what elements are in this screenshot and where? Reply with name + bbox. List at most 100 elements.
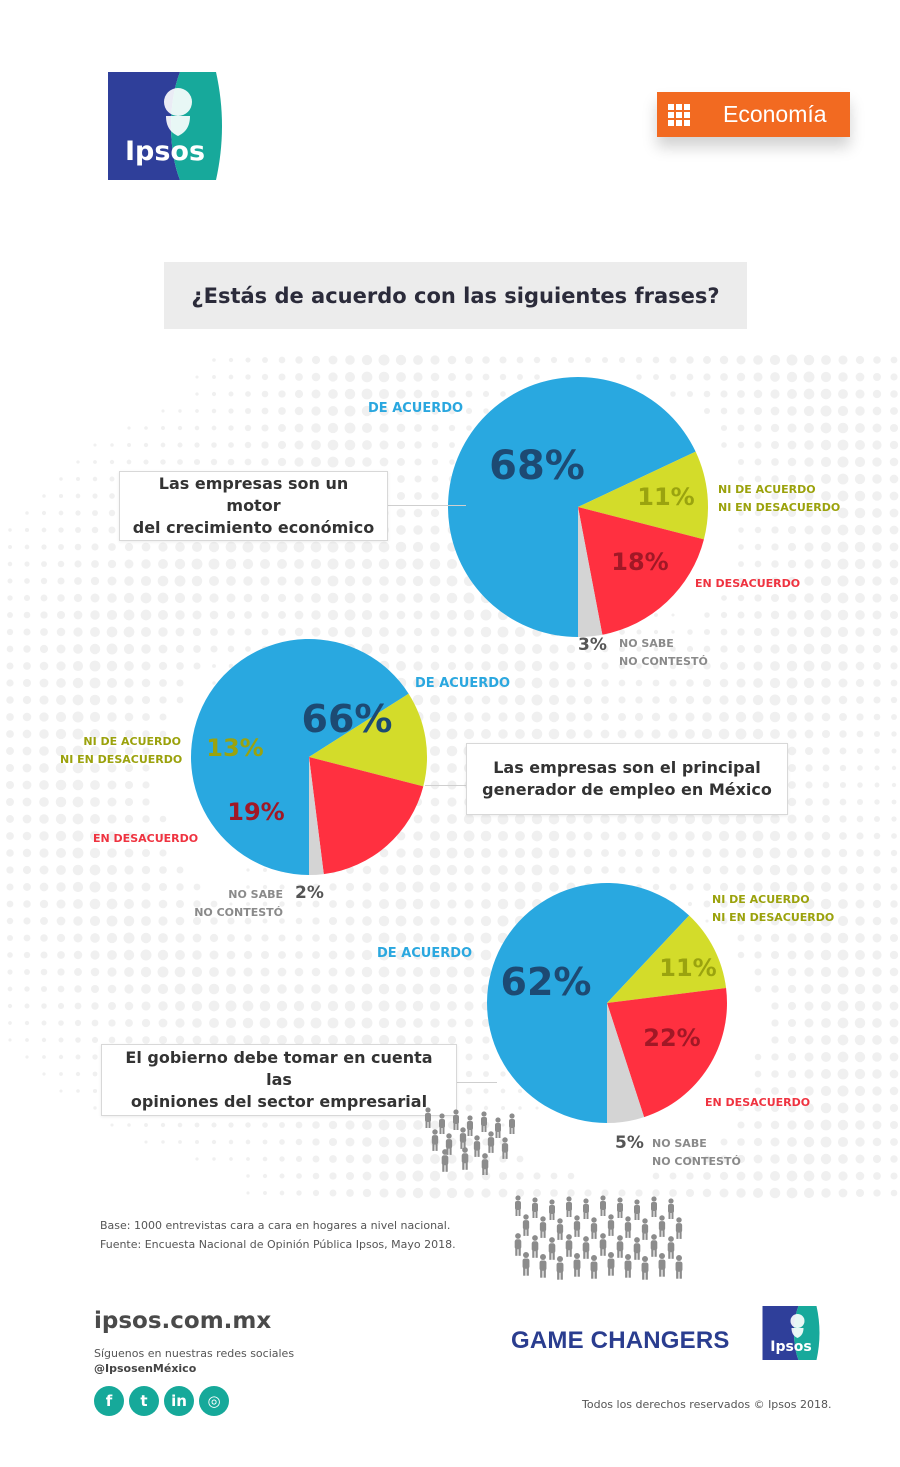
halftone-dot <box>72 677 84 689</box>
halftone-dot <box>465 1087 473 1095</box>
halftone-dot <box>482 1138 490 1146</box>
person-figure <box>668 1198 674 1219</box>
halftone-dot <box>821 712 831 722</box>
halftone-dot <box>448 390 456 398</box>
halftone-dot <box>822 764 830 772</box>
halftone-dot <box>482 373 490 381</box>
halftone-dot <box>566 814 576 824</box>
linkedin-icon[interactable]: in <box>164 1386 194 1416</box>
halftone-dot <box>140 592 152 604</box>
halftone-dot <box>175 610 185 620</box>
halftone-dot <box>550 1172 558 1180</box>
halftone-dot <box>738 510 744 516</box>
halftone-dot <box>175 1035 185 1045</box>
twitter-icon[interactable]: t <box>129 1386 159 1416</box>
halftone-dot <box>395 915 407 927</box>
halftone-dot <box>736 899 746 909</box>
halftone-dot <box>361 643 373 655</box>
halftone-dot <box>396 491 406 501</box>
halftone-dot <box>497 813 509 825</box>
halftone-dot <box>228 425 234 431</box>
halftone-dot <box>447 610 457 620</box>
halftone-dot <box>311 576 321 586</box>
halftone-dot <box>225 983 237 995</box>
halftone-dot <box>294 967 304 977</box>
halftone-dot <box>191 1000 203 1012</box>
halftone-dot <box>501 1106 505 1110</box>
halftone-dot <box>192 933 202 943</box>
halftone-dot <box>92 476 98 482</box>
halftone-dot <box>481 695 491 705</box>
halftone-dot <box>702 848 712 858</box>
halftone-dot <box>837 966 849 978</box>
svg-text:Ipsos: Ipsos <box>125 136 205 167</box>
halftone-dot <box>24 578 30 584</box>
halftone-dot <box>821 1188 831 1198</box>
halftone-dot <box>704 408 710 414</box>
halftone-dot <box>685 712 695 722</box>
slice-ni-de-acuerdo <box>607 915 727 1003</box>
halftone-dot <box>124 542 134 552</box>
halftone-dot <box>855 440 865 450</box>
halftone-dot <box>872 593 882 603</box>
halftone-dot <box>108 1002 116 1010</box>
halftone-dot <box>362 1154 372 1164</box>
halftone-dot <box>178 409 182 413</box>
halftone-dot <box>413 1018 423 1028</box>
halftone-dot <box>396 831 406 841</box>
halftone-dot <box>209 933 219 943</box>
halftone-dot <box>803 915 815 927</box>
halftone-dot <box>107 746 117 756</box>
halftone-dot <box>481 644 491 654</box>
halftone-dot <box>497 626 509 638</box>
halftone-dot <box>23 934 31 942</box>
halftone-dot <box>192 627 202 637</box>
halftone-dot <box>855 372 865 382</box>
pct-no-sabe: 3% <box>578 635 607 655</box>
halftone-dot <box>854 1000 866 1012</box>
facebook-icon[interactable]: f <box>94 1386 124 1416</box>
halftone-dot <box>771 475 779 483</box>
halftone-dot <box>311 389 321 399</box>
label-de-acuerdo: DE ACUERDO <box>368 401 464 416</box>
halftone-dot <box>517 1088 523 1094</box>
halftone-dot <box>177 442 183 448</box>
halftone-dot <box>497 915 509 927</box>
halftone-dot <box>23 900 31 908</box>
halftone-dot <box>379 1154 389 1164</box>
halftone-dot <box>278 934 286 942</box>
halftone-dot <box>787 542 797 552</box>
halftone-dot <box>480 915 492 927</box>
halftone-dot <box>279 1156 285 1162</box>
halftone-dot <box>209 1018 219 1028</box>
halftone-dot <box>7 952 13 958</box>
halftone-dot <box>396 406 406 416</box>
person-figure <box>675 1217 683 1239</box>
halftone-dot <box>837 626 849 638</box>
halftone-dot <box>769 830 781 842</box>
halftone-dot <box>6 832 14 840</box>
halftone-dot <box>141 882 151 892</box>
halftone-dot <box>872 899 882 909</box>
halftone-dot <box>430 508 440 518</box>
halftone-dot <box>361 626 373 638</box>
halftone-dot <box>311 610 321 620</box>
halftone-dot <box>244 628 252 636</box>
halftone-dot <box>854 490 866 502</box>
halftone-dot <box>703 628 711 636</box>
halftone-dot <box>548 830 560 842</box>
halftone-dot <box>482 356 490 364</box>
instagram-icon[interactable]: ◎ <box>199 1386 229 1416</box>
halftone-dot <box>820 1119 832 1131</box>
halftone-dot <box>276 541 288 553</box>
halftone-dot <box>872 559 882 569</box>
halftone-dot <box>464 1001 474 1011</box>
halftone-dot <box>6 849 14 857</box>
halftone-dot <box>106 881 118 893</box>
halftone-dot <box>344 626 356 638</box>
halftone-dot <box>498 678 508 688</box>
person-figure <box>675 1255 683 1279</box>
website-link[interactable]: ipsos.com.mx <box>94 1308 272 1334</box>
halftone-dot <box>193 662 201 670</box>
halftone-dot <box>465 373 473 381</box>
